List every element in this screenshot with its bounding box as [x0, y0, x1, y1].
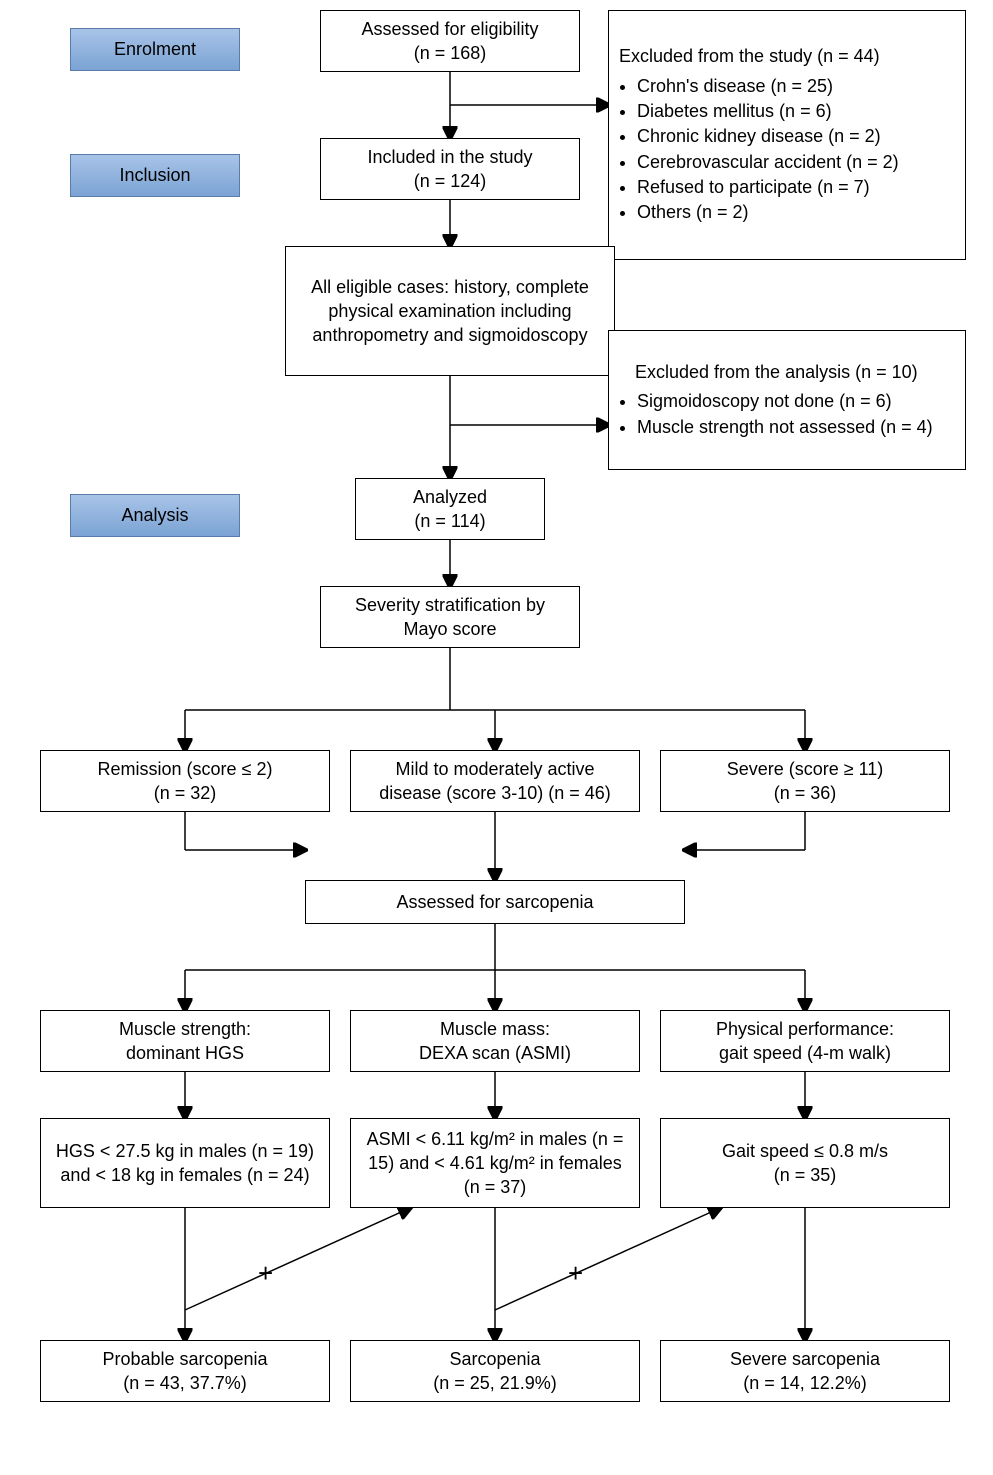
text: DEXA scan (ASMI) [361, 1041, 629, 1065]
text: (n = 32) [51, 781, 319, 805]
text: Probable sarcopenia [51, 1347, 319, 1371]
list-item: Others (n = 2) [637, 200, 899, 224]
list-item: Diabetes mellitus (n = 6) [637, 99, 899, 123]
text: Severity stratification by Mayo score [331, 593, 569, 642]
plus-symbol-2: + [568, 1258, 583, 1289]
list-item: Chronic kidney disease (n = 2) [637, 124, 899, 148]
text: Muscle mass: [361, 1017, 629, 1041]
text: All eligible cases: history, complete ph… [296, 275, 604, 348]
text: dominant HGS [51, 1041, 319, 1065]
text: (n = 124) [331, 169, 569, 193]
node-gait-criteria: Gait speed ≤ 0.8 m/s (n = 35) [660, 1118, 950, 1208]
node-sarcopenia: Sarcopenia (n = 25, 21.9%) [350, 1340, 640, 1402]
node-severity: Severity stratification by Mayo score [320, 586, 580, 648]
text: (n = 25, 21.9%) [361, 1371, 629, 1395]
node-analyzed: Analyzed (n = 114) [355, 478, 545, 540]
text: Severe sarcopenia [671, 1347, 939, 1371]
text: (n = 114) [366, 509, 534, 533]
text: ASMI < 6.11 kg/m² in males (n = 15) and … [361, 1127, 629, 1200]
node-excluded-analysis: Excluded from the analysis (n = 10) Sigm… [608, 330, 966, 470]
node-physical-performance: Physical performance: gait speed (4-m wa… [660, 1010, 950, 1072]
excluded-list: Crohn's disease (n = 25) Diabetes mellit… [619, 73, 899, 226]
text: gait speed (4-m walk) [671, 1041, 939, 1065]
node-assessed-sarcopenia: Assessed for sarcopenia [305, 880, 685, 924]
node-remission: Remission (score ≤ 2) (n = 32) [40, 750, 330, 812]
text: (n = 14, 12.2%) [671, 1371, 939, 1395]
node-hgs-criteria: HGS < 27.5 kg in males (n = 19) and < 18… [40, 1118, 330, 1208]
list-item: Refused to participate (n = 7) [637, 175, 899, 199]
text: Sarcopenia [361, 1347, 629, 1371]
text: disease (score 3-10) (n = 46) [361, 781, 629, 805]
node-assessed-eligibility: Assessed for eligibility (n = 168) [320, 10, 580, 72]
node-severe-sarcopenia: Severe sarcopenia (n = 14, 12.2%) [660, 1340, 950, 1402]
text: Gait speed ≤ 0.8 m/s [671, 1139, 939, 1163]
stage-enrolment: Enrolment [70, 28, 240, 71]
text: Analyzed [366, 485, 534, 509]
flowchart-canvas: Enrolment Inclusion Analysis Assessed fo… [10, 10, 983, 1465]
node-included: Included in the study (n = 124) [320, 138, 580, 200]
plus-symbol-1: + [258, 1258, 273, 1289]
node-mild-moderate: Mild to moderately active disease (score… [350, 750, 640, 812]
text: (n = 36) [671, 781, 939, 805]
list-item: Sigmoidoscopy not done (n = 6) [637, 389, 933, 413]
list-item: Muscle strength not assessed (n = 4) [637, 415, 933, 439]
text: (n = 35) [671, 1163, 939, 1187]
node-muscle-strength: Muscle strength: dominant HGS [40, 1010, 330, 1072]
stage-inclusion: Inclusion [70, 154, 240, 197]
text: Physical performance: [671, 1017, 939, 1041]
text: (n = 168) [331, 41, 569, 65]
node-excluded-study: Excluded from the study (n = 44) Crohn's… [608, 10, 966, 260]
list-item: Crohn's disease (n = 25) [637, 74, 899, 98]
text: HGS < 27.5 kg in males (n = 19) and < 18… [51, 1139, 319, 1188]
node-severe: Severe (score ≥ 11) (n = 36) [660, 750, 950, 812]
text: Remission (score ≤ 2) [51, 757, 319, 781]
text: Mild to moderately active [361, 757, 629, 781]
text: Severe (score ≥ 11) [671, 757, 939, 781]
text: Assessed for sarcopenia [316, 890, 674, 914]
text: Assessed for eligibility [331, 17, 569, 41]
stage-analysis: Analysis [70, 494, 240, 537]
text: Included in the study [331, 145, 569, 169]
excluded-analysis-list: Sigmoidoscopy not done (n = 6) Muscle st… [619, 388, 933, 440]
node-muscle-mass: Muscle mass: DEXA scan (ASMI) [350, 1010, 640, 1072]
list-item: Cerebrovascular accident (n = 2) [637, 150, 899, 174]
text: Muscle strength: [51, 1017, 319, 1041]
node-probable-sarcopenia: Probable sarcopenia (n = 43, 37.7%) [40, 1340, 330, 1402]
title: Excluded from the analysis (n = 10) [619, 360, 918, 384]
text: (n = 43, 37.7%) [51, 1371, 319, 1395]
title: Excluded from the study (n = 44) [619, 44, 880, 68]
node-eligible-cases: All eligible cases: history, complete ph… [285, 246, 615, 376]
node-asmi-criteria: ASMI < 6.11 kg/m² in males (n = 15) and … [350, 1118, 640, 1208]
